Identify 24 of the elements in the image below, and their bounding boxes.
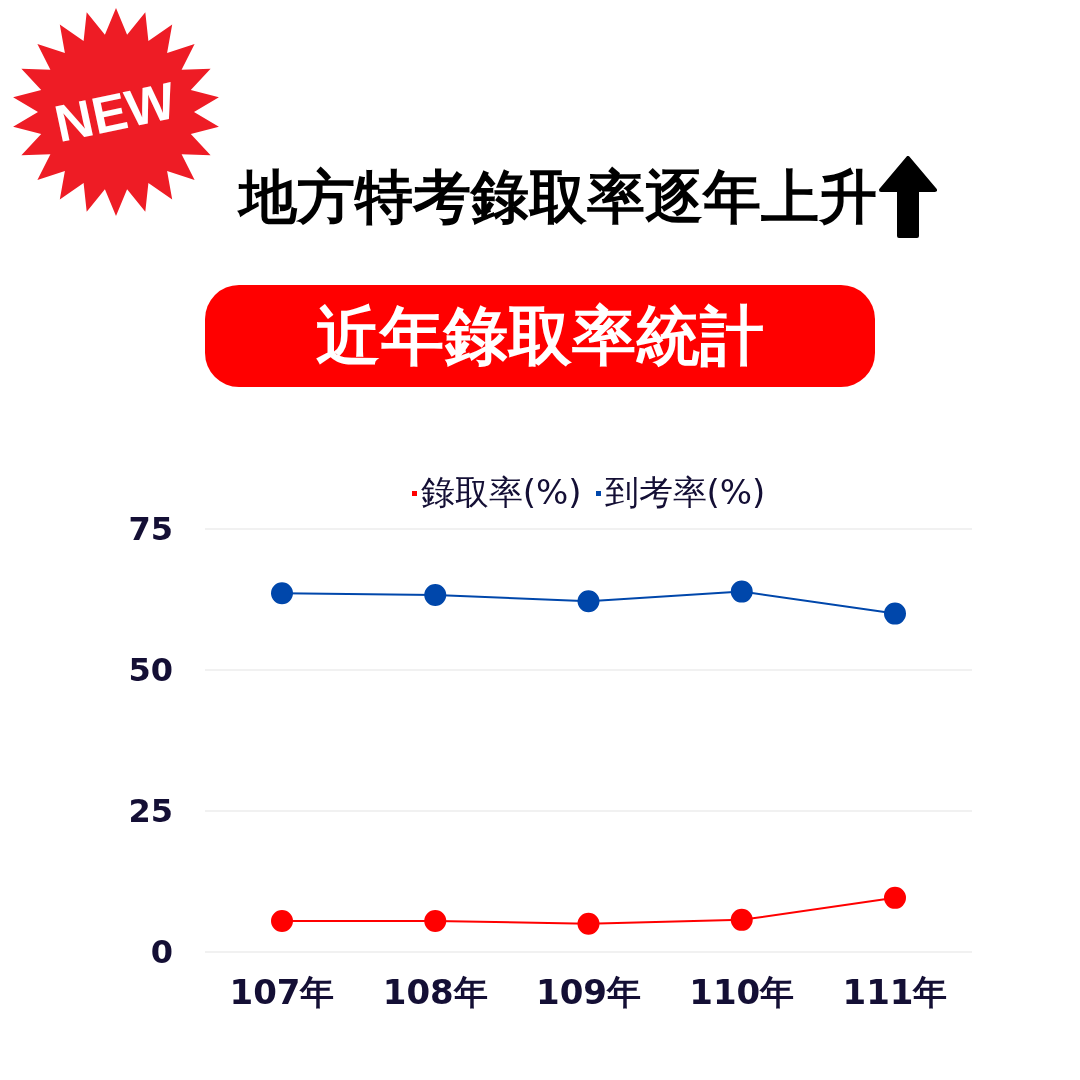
point bbox=[424, 583, 447, 606]
point bbox=[271, 582, 293, 605]
x-tick-label: 107年 bbox=[229, 972, 335, 1013]
chart-subtitle: 近年錄取率統計 bbox=[316, 297, 764, 375]
point bbox=[884, 602, 906, 625]
y-tick-label: 50 bbox=[128, 651, 173, 690]
legend-label: 到考率(%) bbox=[604, 471, 766, 514]
x-tick-label: 109年 bbox=[536, 972, 641, 1013]
point bbox=[730, 580, 753, 603]
x-tick-label: 111年 bbox=[842, 972, 948, 1013]
point bbox=[730, 908, 753, 931]
text: NEW bbox=[48, 70, 182, 155]
x-tick-label: 110年 bbox=[689, 972, 795, 1013]
point bbox=[424, 909, 447, 932]
point bbox=[577, 912, 600, 935]
point bbox=[271, 909, 293, 932]
y-tick-label: 75 bbox=[128, 510, 173, 549]
y-tick-label: 0 bbox=[150, 933, 173, 972]
point bbox=[884, 886, 906, 909]
legend-label: 錄取率(%) bbox=[420, 471, 582, 514]
point bbox=[577, 590, 600, 613]
y-tick-label: 25 bbox=[128, 792, 173, 831]
chart-title: 地方特考錄取率逐年上升 bbox=[239, 162, 877, 233]
x-tick-label: 108年 bbox=[382, 972, 488, 1013]
